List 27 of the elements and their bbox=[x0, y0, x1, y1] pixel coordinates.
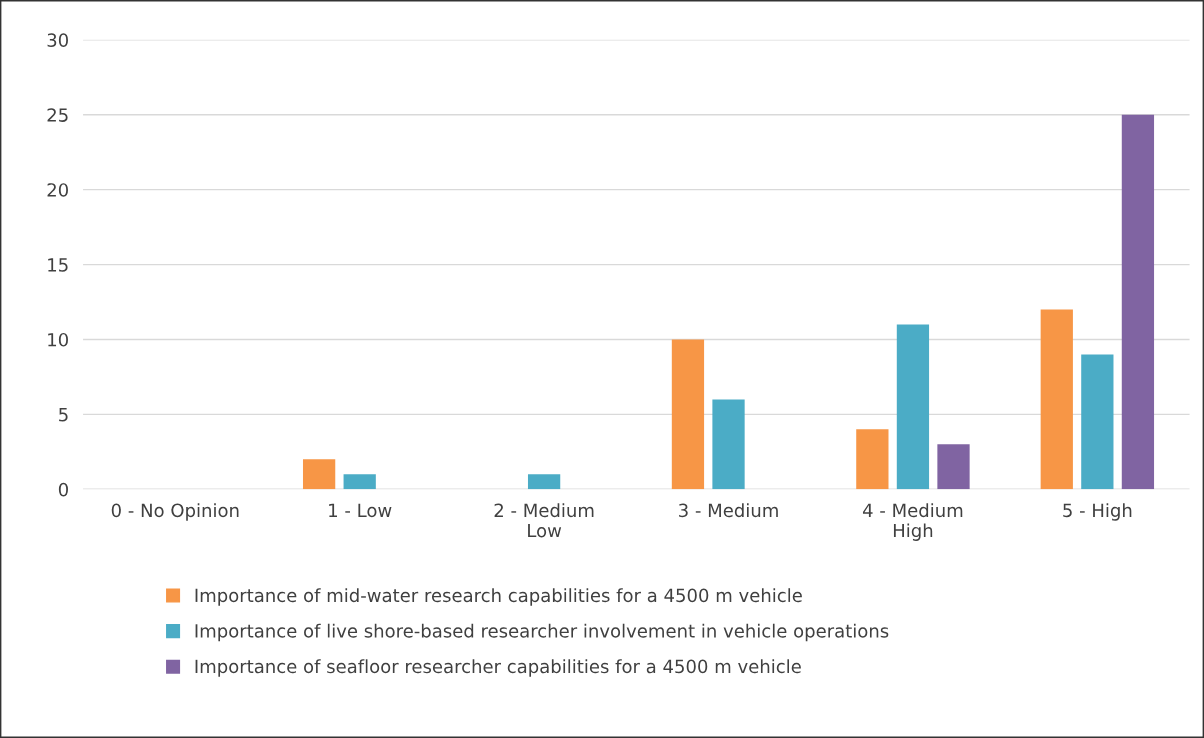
x-tick-label: 4 - Medium High bbox=[862, 503, 963, 541]
x-tick-label: 3 - Medium bbox=[679, 503, 778, 518]
bar bbox=[1040, 309, 1073, 490]
x-tick-label: 0 - No Opinion bbox=[111, 503, 239, 521]
bar bbox=[1121, 114, 1155, 490]
legend-label: Importance of live shore-based researcher involvement in vehicle operations bbox=[195, 623, 889, 642]
bar bbox=[937, 444, 970, 490]
y-tick-label: 10 bbox=[48, 332, 68, 347]
legend-label: Importance of seafloor researcher capabilities for a 4500 m vehicle bbox=[195, 659, 801, 677]
x-tick-label: 5 - High bbox=[1063, 503, 1132, 521]
y-tick-label: 0 bbox=[58, 482, 68, 497]
bar bbox=[343, 474, 376, 490]
bar bbox=[856, 429, 889, 490]
bar bbox=[1081, 354, 1114, 490]
y-tick-label: 25 bbox=[47, 108, 68, 122]
bar bbox=[527, 474, 561, 490]
y-tick-label: 20 bbox=[47, 183, 68, 197]
y-tick-label: 5 bbox=[59, 408, 68, 422]
x-tick-label: 1 - Low bbox=[329, 503, 392, 518]
bar bbox=[896, 324, 930, 490]
x-tick-label: 2 - Medium Low bbox=[494, 503, 594, 538]
bar bbox=[712, 399, 745, 490]
bar bbox=[302, 459, 336, 490]
y-tick-label: 15 bbox=[48, 258, 68, 272]
legend-label: Importance of mid-water research capabilities for a 4500 m vehicle bbox=[195, 588, 802, 606]
bar bbox=[671, 339, 705, 490]
y-tick-label: 30 bbox=[47, 33, 68, 47]
